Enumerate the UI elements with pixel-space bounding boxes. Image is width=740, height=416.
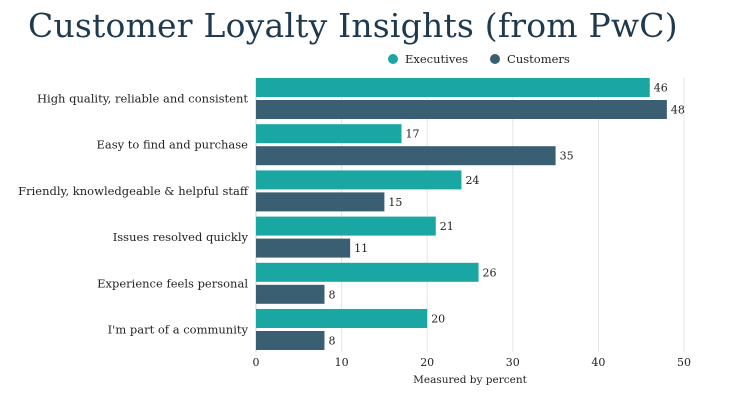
legend-item-customers: Customers [490, 52, 570, 66]
data-label: 46 [654, 82, 668, 95]
data-label: 35 [560, 150, 574, 163]
data-label: 15 [388, 196, 402, 209]
legend-item-executives: Executives [388, 52, 468, 66]
x-axis-title: Measured by percent [413, 374, 527, 386]
data-label: 26 [483, 266, 497, 279]
data-label: 11 [354, 242, 368, 255]
x-tick-label: 30 [506, 356, 520, 369]
bar-executives-3 [256, 216, 436, 236]
bar-customers-2 [256, 192, 385, 212]
category-label: Issues resolved quickly [113, 230, 249, 244]
bar-customers-1 [256, 146, 556, 166]
data-label: 20 [431, 313, 445, 326]
data-label: 8 [328, 335, 335, 348]
legend-label-customers: Customers [507, 52, 570, 66]
x-tick-label: 50 [677, 356, 691, 369]
bar-executives-5 [256, 309, 428, 328]
data-label: 8 [328, 288, 335, 301]
category-label: Easy to find and purchase [96, 138, 248, 152]
x-tick-label: 0 [253, 356, 260, 369]
bar-executives-4 [256, 262, 479, 282]
x-tick-label: 20 [420, 356, 434, 369]
category-label: I'm part of a community [108, 323, 249, 337]
bar-executives-0 [256, 78, 650, 97]
data-label: 24 [465, 174, 479, 187]
chart-title: Customer Loyalty Insights (from PwC) [28, 6, 678, 45]
bar-customers-4 [256, 284, 325, 304]
bar-customers-3 [256, 238, 351, 258]
category-label: Friendly, knowledgeable & helpful staff [18, 184, 249, 198]
legend-swatch-executives [388, 54, 398, 64]
legend-swatch-customers [490, 54, 501, 64]
bar-customers-0 [256, 100, 667, 119]
data-label: 48 [671, 104, 685, 117]
legend-label-executives: Executives [405, 52, 469, 66]
x-tick-label: 10 [335, 356, 349, 369]
bar-customers-5 [256, 331, 325, 350]
legend: Executives Customers [388, 52, 570, 66]
bar-executives-1 [256, 124, 402, 144]
category-label: High quality, reliable and consistent [37, 92, 248, 106]
data-label: 21 [440, 220, 454, 233]
data-label: 17 [406, 128, 420, 141]
x-tick-label: 40 [591, 356, 605, 369]
category-label: Experience feels personal [97, 276, 248, 290]
bar-executives-2 [256, 170, 462, 190]
